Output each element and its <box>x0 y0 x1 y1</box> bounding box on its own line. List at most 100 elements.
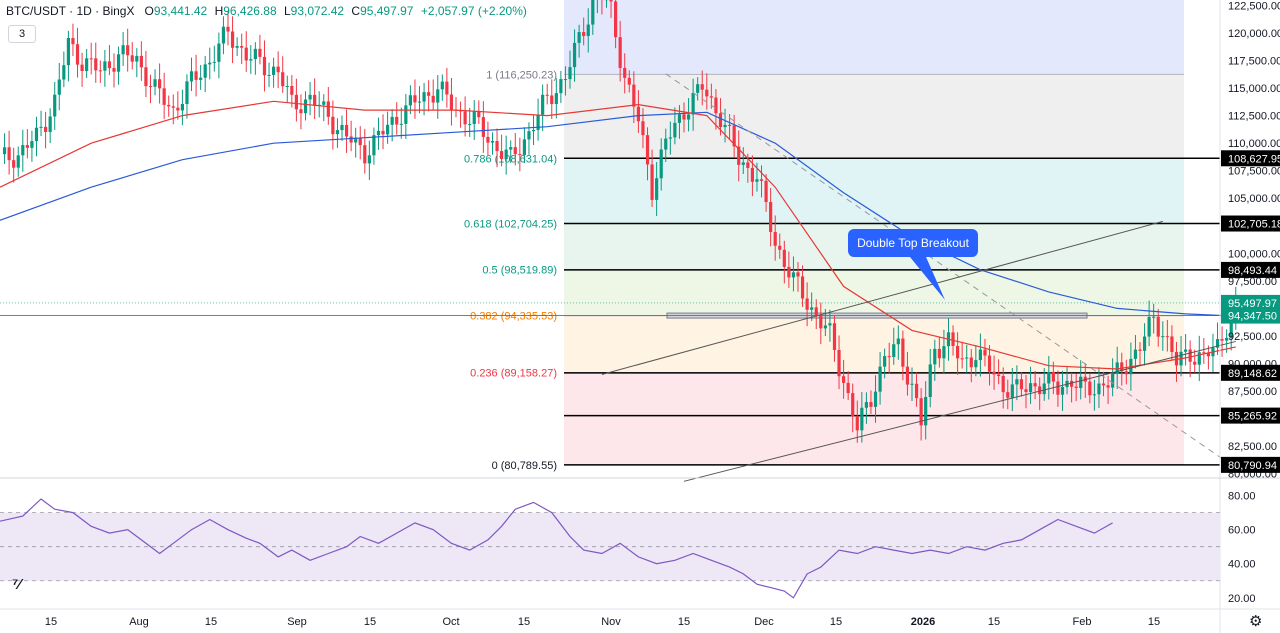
candle <box>344 124 349 137</box>
candle <box>98 70 102 72</box>
candle <box>244 47 248 61</box>
candle <box>933 348 937 365</box>
candle <box>2 147 7 155</box>
candle <box>1106 385 1110 388</box>
y-tick-label: 97,500.00 <box>1228 276 1277 288</box>
candle <box>800 276 805 299</box>
candle <box>1074 386 1078 388</box>
callout-pointer <box>910 257 945 300</box>
candle <box>217 43 221 62</box>
candle <box>1019 379 1024 390</box>
candle <box>1138 349 1142 351</box>
gear-icon[interactable]: ⚙ <box>1249 613 1263 630</box>
candle <box>85 58 89 72</box>
candle <box>869 402 873 407</box>
candle <box>851 393 855 417</box>
candle <box>951 332 955 346</box>
candle <box>568 67 572 80</box>
candle <box>468 123 472 125</box>
candle <box>1156 316 1160 337</box>
candle <box>577 32 581 43</box>
candle <box>1070 380 1074 387</box>
candle <box>1229 313 1233 338</box>
price-tag-label: 108,627.95 <box>1228 153 1280 165</box>
candle <box>782 249 786 267</box>
candle <box>718 113 723 128</box>
candle <box>449 94 454 110</box>
candle <box>203 64 207 78</box>
candle <box>262 56 267 76</box>
candle <box>623 67 627 78</box>
candle <box>139 55 143 68</box>
candle <box>1024 389 1028 392</box>
tradingview-logo-icon[interactable]: ⁷⁄ <box>12 576 21 593</box>
candle <box>235 46 239 48</box>
candle <box>1142 336 1147 351</box>
fib-zone <box>564 315 1184 373</box>
candle <box>723 124 727 128</box>
candle <box>1225 337 1229 341</box>
candle <box>404 105 408 124</box>
candle <box>44 126 48 132</box>
candle <box>94 58 98 71</box>
candle <box>1042 383 1046 395</box>
candle <box>1206 352 1210 357</box>
y-tick-label: 107,500.00 <box>1228 166 1280 178</box>
rsi-line <box>0 498 1113 599</box>
candle <box>905 366 910 385</box>
candle <box>363 145 367 164</box>
candle <box>267 74 271 76</box>
candle <box>910 383 914 385</box>
candle <box>883 356 887 367</box>
candle <box>641 121 645 136</box>
candle <box>153 79 157 87</box>
candle <box>614 1 618 38</box>
candle <box>828 323 832 326</box>
candle <box>554 93 558 105</box>
price-tag <box>1221 407 1280 424</box>
candle <box>746 162 750 168</box>
candle <box>591 0 595 25</box>
candle <box>21 145 25 156</box>
candle <box>691 92 695 115</box>
candle <box>686 114 691 120</box>
low-value: 93,072.42 <box>290 4 345 18</box>
candle <box>796 272 800 277</box>
y-tick-label: 82,500.00 <box>1228 441 1277 453</box>
candle <box>358 137 362 146</box>
rsi-tick-label: 60.00 <box>1228 525 1256 537</box>
candle <box>299 109 303 114</box>
candle <box>541 94 545 115</box>
candle <box>1124 371 1128 375</box>
candle <box>130 55 134 62</box>
candle <box>427 92 431 96</box>
indicator-count-badge[interactable]: 3 <box>8 25 36 43</box>
candle <box>1202 352 1206 354</box>
rsi-tick-label: 40.00 <box>1228 559 1256 571</box>
candle <box>1097 383 1101 395</box>
candle <box>294 94 298 110</box>
price-tag <box>1221 294 1280 311</box>
candle <box>230 31 235 48</box>
price-tag <box>1221 456 1280 473</box>
candle <box>645 135 650 165</box>
symbol-label[interactable]: BTC/USDT · 1D · BingX <box>6 4 135 18</box>
candle <box>901 338 905 367</box>
candle <box>650 164 654 200</box>
fib-zone <box>564 269 1184 316</box>
candle <box>431 95 435 103</box>
candle <box>240 46 244 48</box>
candle <box>773 231 777 246</box>
candle <box>89 58 93 60</box>
candle <box>144 67 148 87</box>
candle <box>618 37 622 68</box>
candle <box>892 344 896 357</box>
candle <box>974 360 978 368</box>
candle <box>1220 339 1224 341</box>
candle <box>563 79 568 81</box>
x-tick-label: 15 <box>45 616 57 628</box>
candle <box>791 272 796 278</box>
candle <box>1147 317 1151 337</box>
x-tick-label: 15 <box>518 616 530 628</box>
